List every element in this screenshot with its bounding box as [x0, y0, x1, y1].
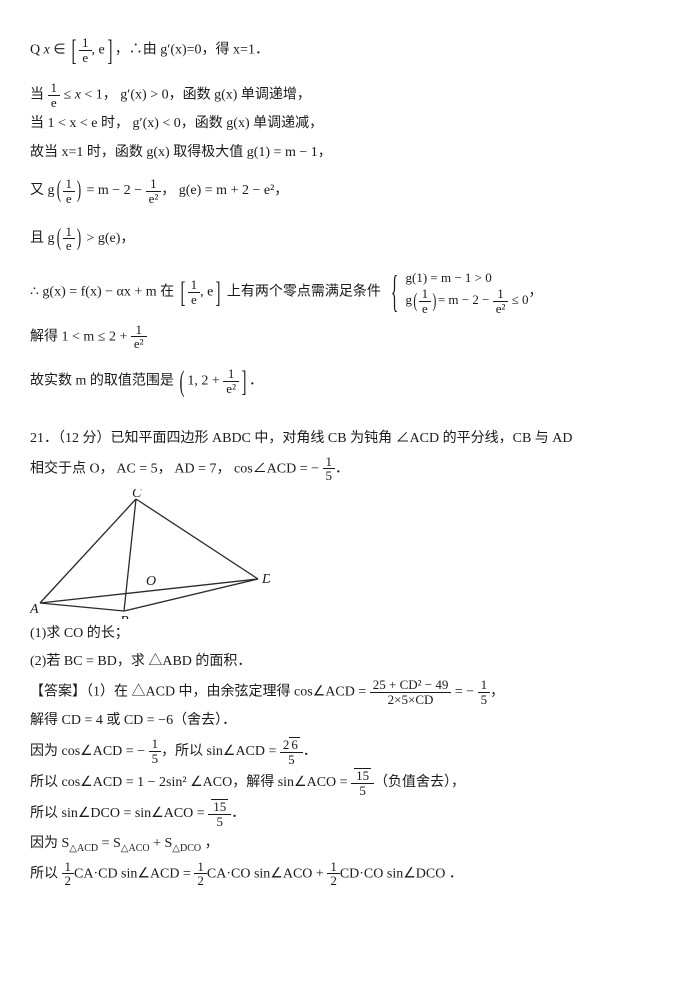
text: 因为 S — [30, 836, 69, 851]
text: CD·CO sin∠DCO ． — [340, 866, 463, 881]
svg-text:B: B — [120, 614, 129, 619]
text: = m − 2 − — [87, 183, 146, 198]
q21-a4: 所以 cos∠ACD = 1 − 2sin² ∠ACO，解得 sin∠ACO =… — [30, 768, 663, 797]
frac-1-e2: 1e² — [131, 323, 147, 351]
text: ． — [303, 744, 317, 759]
cases: g(1) = m − 1 > 0 g(1e)= m − 2 − 1e² ≤ 0 — [405, 269, 528, 315]
frac-1-e2: 1e² — [223, 367, 239, 395]
rbracket: ] — [107, 22, 112, 79]
text: 上有两个零点需满足条件 — [223, 284, 384, 299]
frac-1-e: 1e — [79, 36, 92, 64]
text: 相交于点 O， AC = 5， AD = 7， cos∠ACD = − — [30, 461, 323, 476]
rbracket: ] — [241, 353, 246, 410]
q21-sub2: (2)若 BC = BD，求 △ABD 的面积． — [30, 649, 663, 676]
q21-sub1: (1)求 CO 的长； — [30, 621, 663, 648]
text: 所以 — [30, 866, 62, 881]
frac-s15-5: 155 — [208, 799, 231, 828]
sub-dco: △DCO — [172, 843, 201, 854]
text: ． — [249, 374, 263, 389]
frac-1-e: 1e — [48, 81, 61, 109]
rparen: ) — [77, 216, 81, 262]
text: ∴ g(x) = f(x) − αx + m 在 — [30, 284, 178, 299]
case1: g(1) = m − 1 > 0 — [405, 269, 528, 287]
lparen: ( — [180, 353, 185, 410]
text: 故实数 m 的取值范围是 — [30, 374, 177, 389]
text: 所以 cos∠ACD = 1 − 2sin² ∠ACO，解得 sin∠ACO = — [30, 775, 351, 790]
svg-text:D: D — [261, 572, 270, 587]
geometry-figure: A B C D O — [30, 489, 270, 619]
text: + S — [150, 836, 173, 851]
frac-2s6-5: 265 — [280, 737, 303, 766]
q21-head1: 21．（12 分）已知平面四边形 ABDC 中，对角线 CB 为钝角 ∠ACD … — [30, 426, 663, 453]
text: < 1， g′(x) > 0，函数 g(x) 单调递增， — [81, 87, 311, 102]
s20-l5: 又 g(1e) = m − 2 − 1e²， g(e) = m + 2 − e²… — [30, 168, 663, 214]
text: ，∴由 g′(x)=0，得 x=1． — [115, 43, 269, 58]
text: 当 — [30, 87, 48, 102]
text: CA·CD sin∠ACD = — [74, 866, 194, 881]
sub-acd: △ACD — [69, 843, 98, 854]
brace-icon: { — [391, 274, 398, 310]
text: ， g(e) = m + 2 − e²， — [161, 183, 288, 198]
s20-l8: 解得 1 < m ≤ 2 + 1e² — [30, 323, 663, 351]
q21-a3: 因为 cos∠ACD = − 15，所以 sin∠ACD = 265． — [30, 737, 663, 766]
text: 【答案】（1）在 △ACD 中，由余弦定理得 cos∠ACD = — [30, 684, 370, 699]
svg-text:C: C — [132, 489, 142, 501]
text: （负值舍去）， — [374, 775, 465, 790]
frac-s15-5: 155 — [351, 768, 374, 797]
text: 所以 sin∠DCO = sin∠ACO = — [30, 806, 208, 821]
case2: g(1e)= m − 2 − 1e² ≤ 0 — [405, 287, 528, 315]
frac-1-e2: 1e² — [146, 177, 162, 205]
s20-l2: 当 1e ≤ x < 1， g′(x) > 0，函数 g(x) 单调递增， — [30, 81, 663, 109]
s20-l3: 当 1 < x < e 时， g′(x) < 0，函数 g(x) 单调递减， — [30, 111, 663, 138]
lparen: ( — [56, 216, 60, 262]
frac-1-e: 1e — [188, 278, 201, 306]
spacer — [30, 412, 663, 424]
lbracket: [ — [180, 264, 185, 321]
text: ， — [201, 836, 219, 851]
text: 且 g — [30, 231, 55, 246]
frac-1-e: 1e — [63, 177, 76, 205]
text: ，所以 sin∠ACD = — [161, 744, 280, 759]
text: = − — [451, 684, 477, 699]
lbracket: [ — [72, 22, 77, 79]
text: 又 g — [30, 183, 55, 198]
text: 解得 1 < m ≤ 2 + — [30, 329, 131, 344]
svg-text:A: A — [30, 602, 39, 617]
rparen: ) — [77, 168, 81, 214]
q21-a7: 所以 12CA·CD sin∠ACD = 12CA·CO sin∠ACO + 1… — [30, 860, 663, 888]
text: CA·CO sin∠ACO + — [207, 866, 327, 881]
text: > g(e)， — [83, 231, 134, 246]
q21-a6: 因为 S△ACD = S△ACO + S△DCO ， — [30, 831, 663, 858]
text: = S — [98, 836, 121, 851]
s20-l6: 且 g(1e) > g(e)， — [30, 216, 663, 262]
text: ≤ — [60, 87, 75, 102]
q21-head2: 相交于点 O， AC = 5， AD = 7， cos∠ACD = − 15． — [30, 455, 663, 483]
frac-cos-big: 25 + CD² − 492×5×CD — [370, 678, 452, 706]
text: ． — [335, 461, 349, 476]
frac-1-e: 1e — [63, 225, 76, 253]
q21-a2: 解得 CD = 4 或 CD = −6（舍去）． — [30, 708, 663, 735]
frac-1-5: 15 — [323, 455, 336, 483]
text: ． — [231, 806, 245, 821]
svg-text:O: O — [146, 574, 156, 589]
text: ∈ — [50, 43, 69, 58]
s20-l4: 故当 x=1 时，函数 g(x) 取得极大值 g(1) = m − 1， — [30, 140, 663, 167]
s20-l1: Q x ∈ [1e, e]，∴由 g′(x)=0，得 x=1． — [30, 22, 663, 79]
s20-l9: 故实数 m 的取值范围是 (1, 2 + 1e²]． — [30, 353, 663, 410]
rbracket: ] — [216, 264, 221, 321]
q21-a1: 【答案】（1）在 △ACD 中，由余弦定理得 cos∠ACD = 25 + CD… — [30, 678, 663, 706]
text: 因为 cos∠ACD = − — [30, 744, 149, 759]
text: ， — [490, 684, 504, 699]
lparen: ( — [56, 168, 60, 214]
s20-l7: ∴ g(x) = f(x) − αx + m 在 [1e, e] 上有两个零点需… — [30, 264, 663, 321]
frac-1-5: 15 — [478, 678, 491, 706]
q21-a5: 所以 sin∠DCO = sin∠ACO = 155． — [30, 799, 663, 828]
sub-aco: △ACO — [121, 843, 150, 854]
page: Q x ∈ [1e, e]，∴由 g′(x)=0，得 x=1． 当 1e ≤ x… — [0, 0, 693, 910]
text: Q — [30, 43, 44, 58]
